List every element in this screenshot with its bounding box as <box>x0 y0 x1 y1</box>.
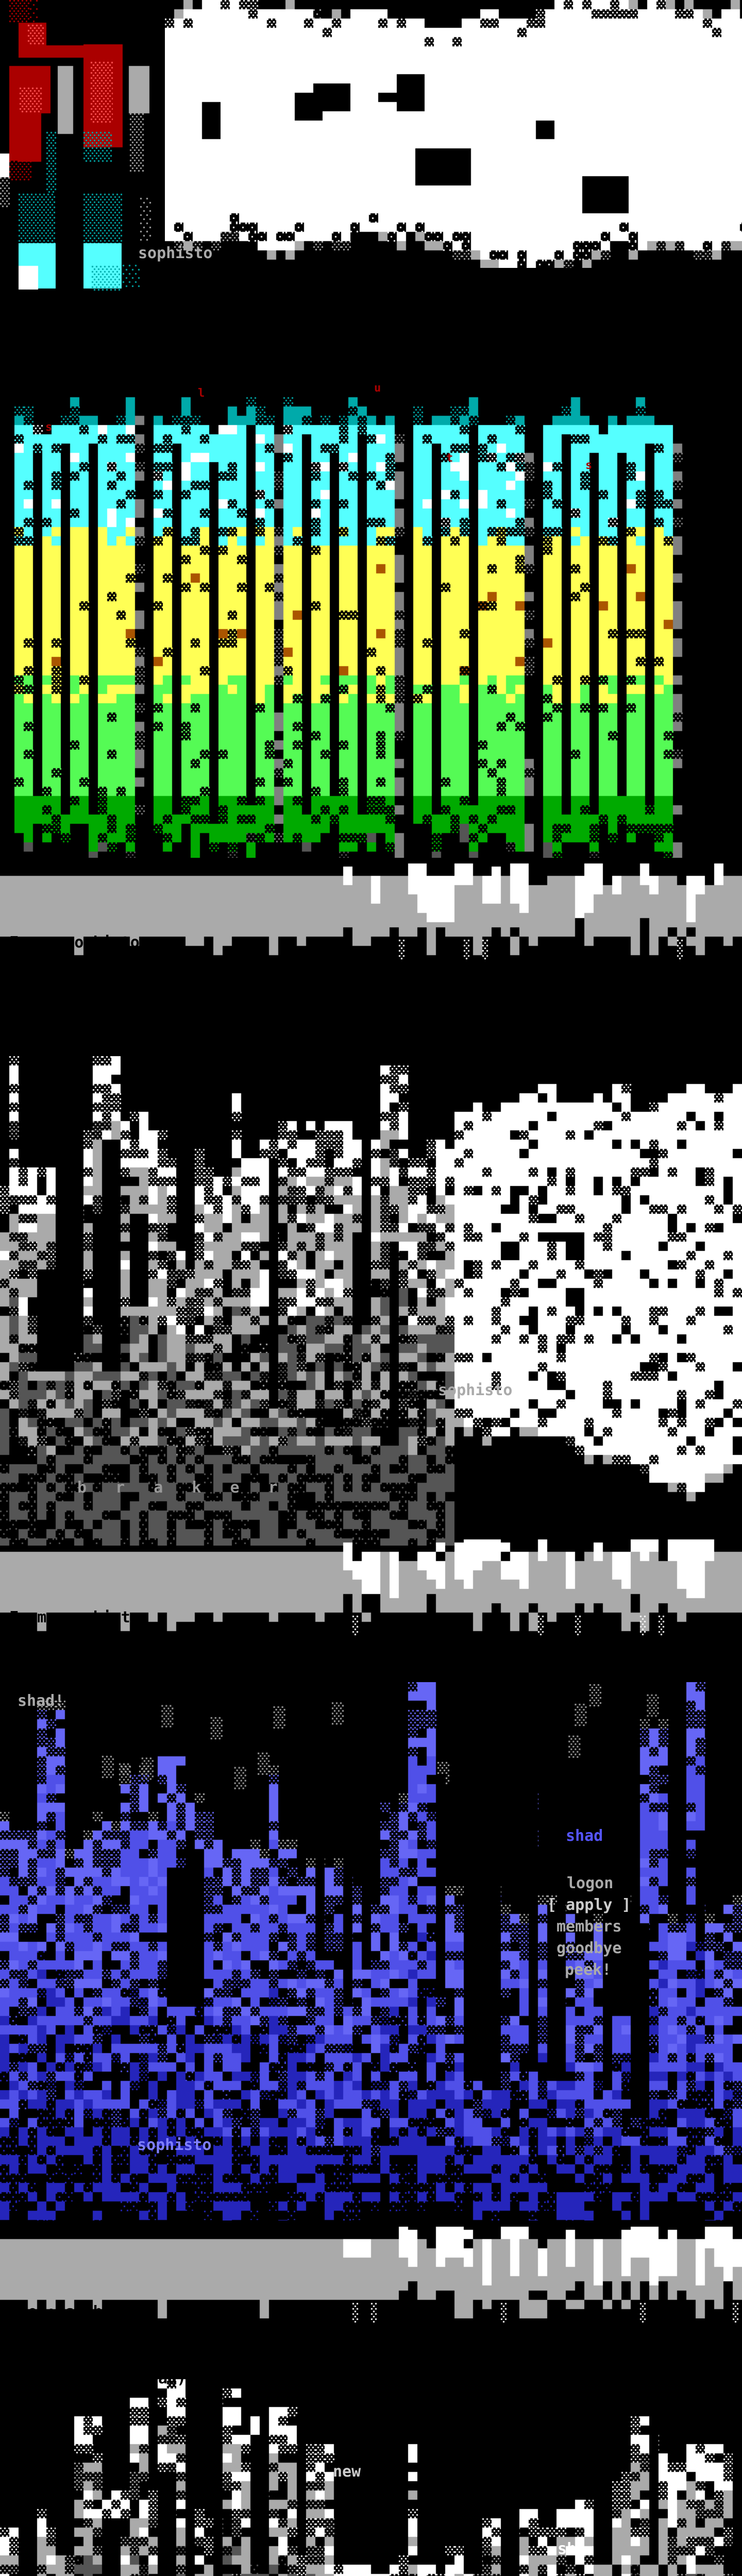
ansi-art-icebraker-smoke <box>0 1056 742 1546</box>
header-bar-1 <box>0 860 742 979</box>
new-label: new <box>333 2463 361 2481</box>
message-header-3: From: sophisto To: oddball (shad) <box>9 2257 186 2434</box>
logo-caption-braker: b r a k e r <box>77 1479 288 1497</box>
ansi-art-five-logo <box>0 0 165 299</box>
graffiti-letter-s1: s <box>45 421 53 434</box>
graffiti-letter-t: t <box>446 452 453 465</box>
header-to-line: To: - <box>9 1000 56 1018</box>
graffiti-letter-s2: s <box>585 459 593 472</box>
graffiti-letter-u: u <box>374 382 381 395</box>
ansi-art-shade-smoke <box>0 2370 742 2576</box>
menu-item-apply[interactable]: [ apply ] <box>547 1896 631 1914</box>
header-from-line: From: sophisto <box>9 2303 140 2321</box>
header-from-line: From: sophisto <box>9 934 140 952</box>
menu-item-peek[interactable]: peek! <box>565 1961 612 1979</box>
header-to-line: To: oddball (shad) <box>9 2369 187 2387</box>
ansi-art-cloud-band-top <box>165 0 742 268</box>
menu-item-members[interactable]: members <box>556 1918 622 1936</box>
message-header-1: From: sophisto To: - <box>9 887 140 1064</box>
artist-signature: sophisto <box>438 1381 513 1399</box>
header-bar-2 <box>0 1536 742 1655</box>
artist-signature: sophisto <box>137 2136 212 2154</box>
menu-item-goodbye[interactable]: goodbye <box>556 1939 622 1957</box>
menu-item-logon[interactable]: logon <box>567 1874 614 1892</box>
ansi-art-graffiti-logo <box>5 379 742 858</box>
header-to-line: To: catharsis (icebraker) <box>9 1675 242 1693</box>
header-from-line: From: sophisto <box>9 1608 140 1626</box>
ansi-art-shad-blue-flame <box>0 1682 742 2221</box>
artist-signature: sophisto <box>138 244 213 262</box>
sh-label: sh! <box>558 2540 586 2558</box>
shad-greeting: shad! <box>18 1692 64 1710</box>
header-bar-3 <box>0 2224 742 2342</box>
message-header-2: From: sophisto To: catharsis (icebraker) <box>9 1562 242 1739</box>
graffiti-letter-l: l <box>198 387 205 400</box>
bbs-title-shad: shad <box>566 1827 603 1845</box>
